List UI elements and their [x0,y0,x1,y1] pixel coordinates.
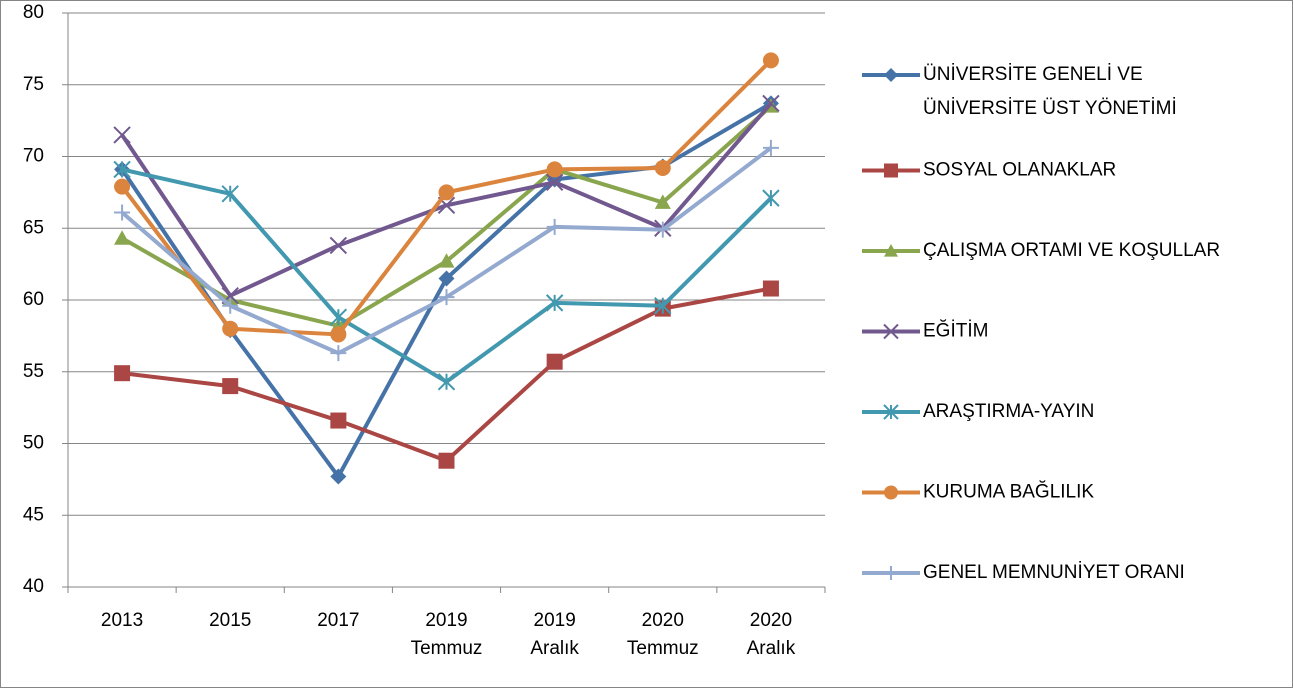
legend-label: EĞİTİM [923,320,988,342]
marker [654,159,671,176]
y-tick-label: 45 [23,504,44,525]
marker [114,204,131,221]
marker [114,178,131,195]
marker [546,353,563,370]
y-tick-label: 65 [23,217,44,238]
marker [114,365,131,382]
marker [222,320,239,337]
y-tick-label: 50 [23,433,44,454]
marker [654,194,671,209]
marker [545,173,564,192]
marker [438,289,455,306]
marker [438,184,455,201]
x-tick-label: 2019 Aralık [530,610,579,659]
series [114,52,898,500]
marker [438,452,455,469]
marker [762,189,780,207]
y-tick-label: 40 [23,576,44,597]
marker [113,126,131,144]
x-tick-label: 2013 [101,610,143,631]
marker [762,280,779,297]
legend-label: GENEL MEMNUNİYET ORANI [923,562,1185,583]
marker [545,294,564,312]
x-tick-label: 2015 [209,610,251,631]
marker [221,185,239,203]
marker [762,139,779,156]
x-tick-label: 2020 Aralık [747,610,796,659]
marker [330,412,347,429]
marker [437,373,456,391]
legend-label: ÜNİVERSİTE GENELİ VE ÜNİVERSİTE ÜST YÖNET… [923,64,1177,119]
marker [330,468,347,485]
y-tick-label: 70 [23,146,44,167]
x-tick-label: 2020 Temmuz [627,610,699,659]
y-tick-label: 55 [23,361,44,382]
legend-label: ÇALIŞMA ORTAMI VE KOŞULLAR [923,240,1220,261]
marker [329,308,348,326]
marker [546,161,563,178]
marker [114,230,131,245]
x-tick-label: 2017 [317,610,359,631]
marker [113,160,131,179]
marker [222,378,239,395]
marker [762,94,780,113]
marker [329,236,348,255]
series [113,160,899,420]
legend-label: ARAŞTIRMA-YAYIN [923,401,1094,422]
marker [330,326,347,343]
marker [654,221,671,238]
legend-label: SOSYAL OLANAKLAR [923,160,1116,181]
marker [546,218,563,235]
x-tick-label: 2019 Temmuz [411,610,483,659]
y-tick-label: 60 [23,289,44,310]
marker [654,297,672,315]
legend-label: KURUMA BAĞLILIK [923,481,1094,503]
marker [762,52,779,69]
marker [330,345,347,362]
marker [222,297,239,314]
marker [438,253,455,268]
y-tick-label: 80 [23,2,44,23]
marker [438,270,455,287]
y-tick-label: 75 [23,74,44,95]
